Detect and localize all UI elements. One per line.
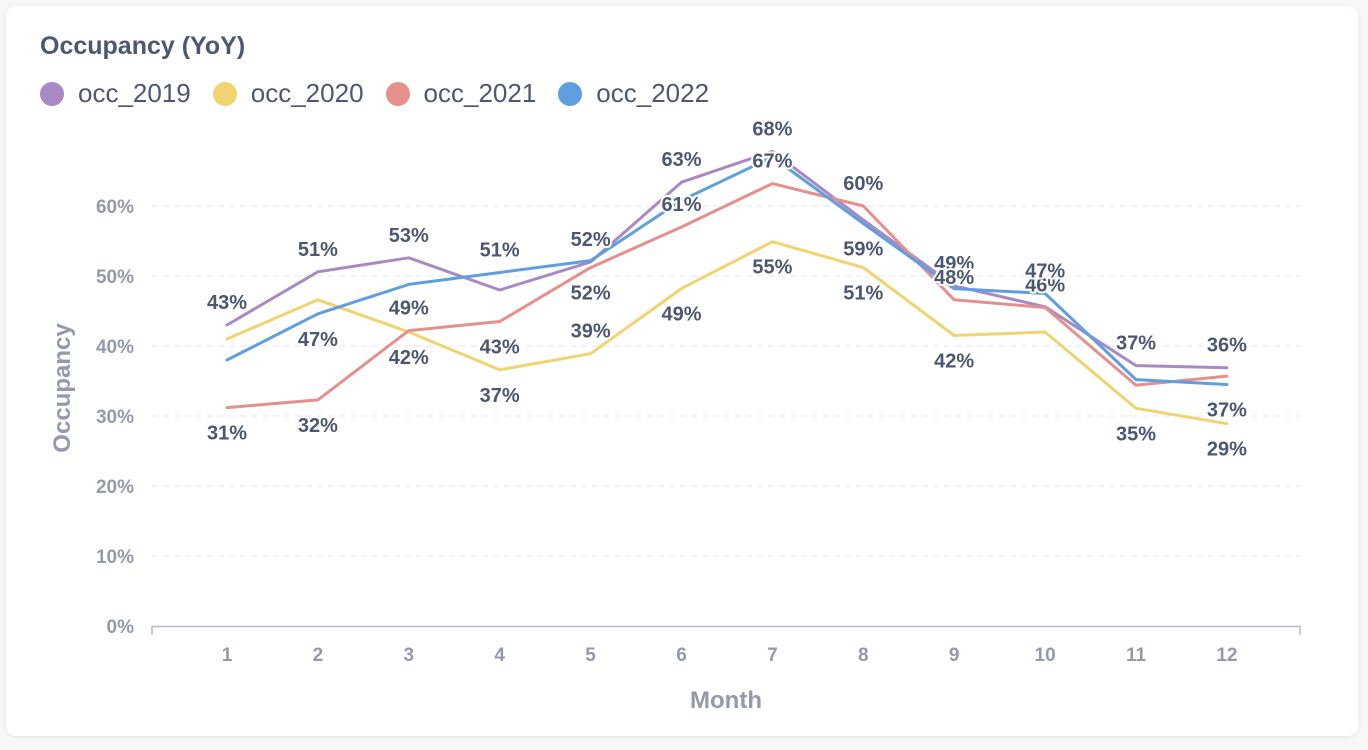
y-tick-label: 40% — [96, 337, 134, 358]
legend-swatch — [558, 81, 583, 106]
data-label-occ_2022: 37% — [1207, 400, 1247, 422]
legend-label: occ_2022 — [596, 78, 710, 108]
data-label-occ_2019: 36% — [1207, 335, 1247, 357]
x-tick-label: 6 — [676, 645, 687, 666]
series-line-occ_2021[interactable] — [225, 182, 1229, 410]
data-label-occ_2019: 51% — [298, 239, 338, 261]
data-label-occ_2022: 47% — [298, 329, 338, 351]
data-label-occ_2021: 43% — [480, 337, 520, 359]
data-label-occ_2021: 52% — [571, 283, 611, 305]
x-tick-label: 9 — [949, 645, 960, 666]
y-tick-label: 10% — [96, 547, 134, 568]
x-tick-label: 10 — [1035, 645, 1056, 666]
data-label-occ_2021: 49% — [389, 298, 429, 320]
legend-swatch — [385, 81, 410, 106]
x-tick-label: 7 — [767, 645, 778, 666]
legend-item-occ_2021[interactable]: occ_2021 — [385, 78, 537, 109]
y-tick-label: 30% — [96, 407, 134, 428]
x-tick-label: 5 — [585, 645, 596, 666]
series-line-occ_2022[interactable] — [225, 155, 1229, 386]
data-label-occ_2020: 35% — [1116, 423, 1156, 445]
x-tick-label: 1 — [222, 645, 233, 666]
data-label-occ_2021: 31% — [207, 423, 247, 445]
legend-item-occ_2019[interactable]: occ_2019 — [40, 78, 191, 109]
data-label-occ_2021: 67% — [752, 151, 792, 173]
legend-swatch — [212, 81, 237, 106]
data-label-occ_2022: 47% — [1025, 261, 1065, 283]
series-line-occ_2020[interactable] — [225, 240, 1229, 426]
legend-item-occ_2022[interactable]: occ_2022 — [558, 78, 709, 109]
data-label-occ_2019: 37% — [1116, 333, 1156, 355]
series-line-occ_2019[interactable] — [225, 149, 1229, 370]
data-label-occ_2022: 59% — [843, 239, 883, 261]
x-tick-label: 2 — [313, 645, 324, 666]
y-tick-label: 50% — [96, 267, 134, 288]
data-label-occ_2021: 60% — [843, 173, 883, 195]
legend: occ_2019 occ_2020 occ_2021 occ_2022 — [40, 78, 731, 109]
data-label-occ_2019: 49% — [934, 253, 974, 275]
legend-label: occ_2020 — [250, 78, 364, 108]
data-label-occ_2022: 51% — [480, 240, 520, 262]
data-label-occ_2019: 63% — [661, 149, 701, 171]
chart-title[interactable]: Occupancy (YoY) — [40, 32, 246, 60]
y-tick-label: 60% — [96, 197, 134, 218]
data-label-occ_2019: 53% — [389, 225, 429, 247]
y-tick-label: 0% — [107, 617, 135, 638]
data-label-occ_2020: 42% — [934, 351, 974, 373]
data-label-occ_2021: 46% — [1025, 275, 1065, 297]
x-axis-title: Month — [690, 687, 762, 714]
data-label-occ_2021: 32% — [298, 415, 338, 437]
x-tick-label: 4 — [494, 645, 505, 666]
legend-item-occ_2020[interactable]: occ_2020 — [212, 78, 364, 109]
chart-card: Occupancy (YoY) occ_2019 occ_2020 occ_2021… — [6, 6, 1358, 736]
data-label-occ_2019: 52% — [571, 229, 611, 251]
x-tick-label: 3 — [404, 645, 415, 666]
data-label-occ_2020: 42% — [389, 347, 429, 369]
data-label-occ_2020: 39% — [571, 321, 611, 343]
data-label-occ_2019: 43% — [207, 292, 247, 314]
data-label-occ_2020: 29% — [1207, 439, 1247, 461]
data-label-occ_2020: 37% — [480, 385, 520, 407]
data-label-occ_2019: 68% — [752, 118, 792, 140]
data-label-occ_2020: 49% — [661, 304, 701, 326]
x-tick-label: 12 — [1216, 645, 1237, 666]
data-label-occ_2020: 51% — [843, 283, 883, 305]
x-tick-label: 11 — [1126, 645, 1147, 666]
data-label-occ_2020: 55% — [752, 257, 792, 279]
legend-label: occ_2021 — [423, 78, 537, 108]
x-tick-label: 8 — [858, 645, 869, 666]
data-label-occ_2021: 48% — [934, 267, 974, 289]
data-label-occ_2021: 61% — [661, 194, 701, 216]
y-axis-title: Occupancy — [49, 323, 76, 453]
legend-label: occ_2019 — [78, 78, 191, 108]
y-tick-label: 20% — [96, 477, 134, 498]
legend-swatch — [40, 81, 64, 106]
